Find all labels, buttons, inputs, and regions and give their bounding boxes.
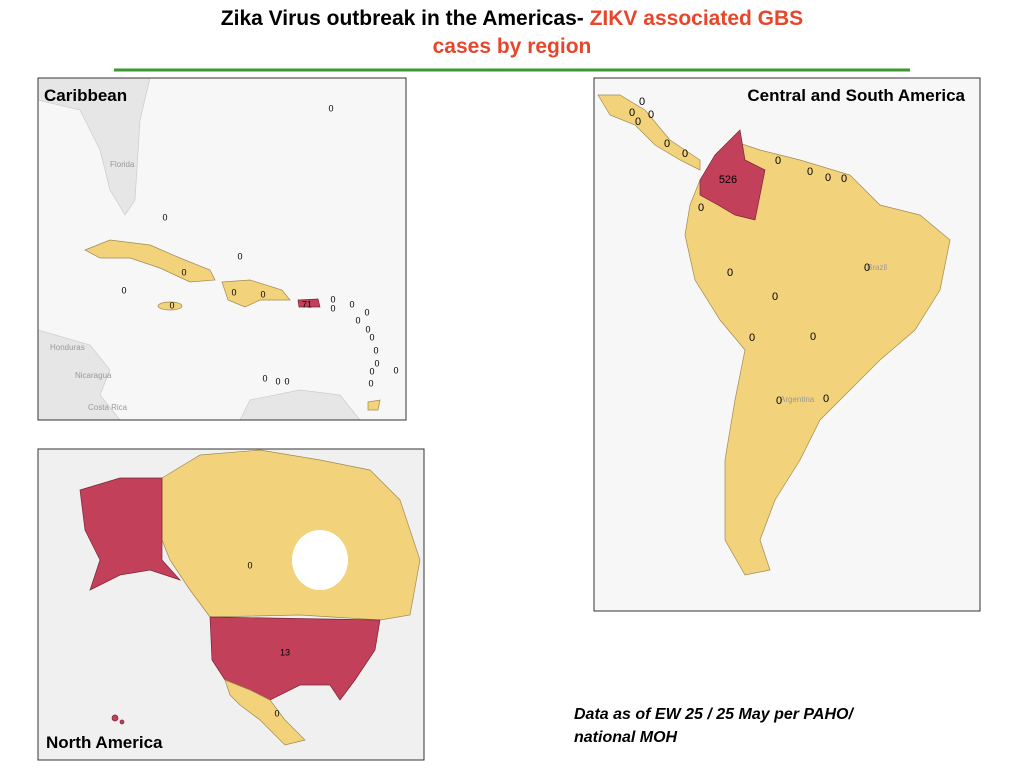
case-count: 0 (328, 103, 333, 113)
case-count: 0 (776, 395, 782, 407)
case-count: 0 (169, 300, 174, 310)
panel-title: Central and South America (747, 86, 965, 105)
case-count: 0 (749, 332, 755, 344)
case-count: 0 (698, 202, 704, 214)
case-count: 0 (393, 365, 398, 375)
case-count: 0 (330, 294, 335, 304)
case-count: 0 (629, 107, 635, 119)
footnote: Data as of EW 25 / 25 May per PAHO/ (574, 706, 854, 723)
case-count: 0 (369, 366, 374, 376)
basemap-label: Honduras (50, 343, 85, 352)
case-count: 0 (841, 173, 847, 185)
basemap-label: Argentina (780, 395, 815, 404)
case-count: 0 (807, 166, 813, 178)
case-count: 0 (274, 708, 279, 718)
case-count: 0 (260, 289, 265, 299)
title: Zika Virus outbreak in the Americas- ZIK… (221, 7, 803, 30)
case-count: 0 (368, 378, 373, 388)
case-count: 0 (825, 172, 831, 184)
map-south-america (594, 78, 980, 611)
case-count: 0 (772, 291, 778, 303)
case-count: 0 (262, 373, 267, 383)
case-count: 0 (365, 324, 370, 334)
basemap-label: Costa Rica (88, 403, 128, 412)
map-caribbean (38, 78, 406, 420)
case-count: 0 (810, 331, 816, 343)
title-line2: cases by region (433, 35, 592, 58)
map-north-america (38, 449, 424, 760)
case-count: 0 (369, 332, 374, 342)
case-count: 0 (864, 262, 870, 274)
case-count: 0 (639, 96, 645, 108)
panel-title: Caribbean (44, 86, 127, 105)
case-count: 0 (349, 299, 354, 309)
panel-title: North America (46, 733, 163, 752)
case-count: 0 (330, 303, 335, 313)
case-count: 0 (682, 148, 688, 160)
case-count: 0 (237, 251, 242, 261)
panel-frame (37, 448, 425, 761)
case-count: 0 (373, 345, 378, 355)
case-count: 71 (302, 299, 312, 309)
case-count: 0 (664, 138, 670, 150)
case-count: 0 (162, 212, 167, 222)
case-count: 0 (247, 560, 252, 570)
case-count: 13 (280, 647, 290, 657)
case-count: 0 (284, 376, 289, 386)
basemap-label: Brazil (867, 263, 887, 272)
case-count: 0 (374, 358, 379, 368)
case-count: 0 (275, 376, 280, 386)
case-count: 0 (648, 109, 654, 121)
footnote: national MOH (574, 729, 678, 746)
panel-frame (593, 77, 981, 612)
case-count: 0 (775, 155, 781, 167)
case-count: 0 (355, 315, 360, 325)
case-count: 0 (823, 393, 829, 405)
title-highlight: ZIKV associated GBS (590, 7, 804, 30)
case-count: 0 (121, 285, 126, 295)
basemap-label: Florida (110, 160, 135, 169)
case-count: 526 (719, 174, 737, 186)
case-count: 0 (231, 287, 236, 297)
case-count: 0 (635, 116, 641, 128)
case-count: 0 (181, 267, 186, 277)
case-count: 0 (727, 267, 733, 279)
basemap-label: Nicaragua (75, 371, 112, 380)
panel-frame (37, 77, 407, 421)
title-part: Zika Virus outbreak in the Americas- (221, 7, 584, 30)
case-count: 0 (364, 307, 369, 317)
